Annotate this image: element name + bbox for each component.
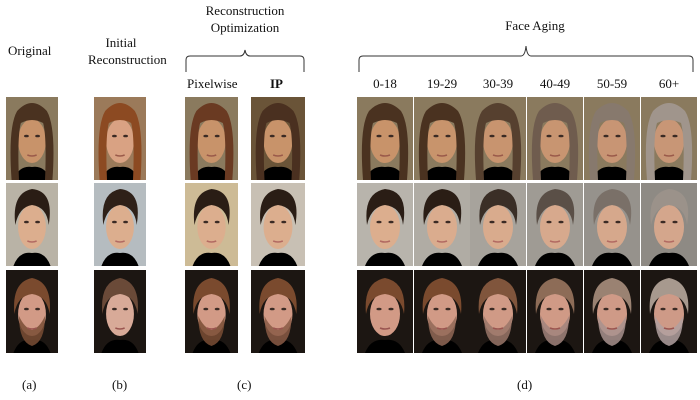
header-line: Reconstruction (205, 3, 285, 18)
face-image-young-man-dark-hair-pix (185, 183, 238, 266)
face-image-young-man-dark-hair-age-0-18 (357, 183, 413, 266)
face-image-bearded-man-red-hair-age-40-49 (527, 270, 583, 353)
face-image-young-man-dark-hair-ip (251, 183, 305, 266)
face-image-young-man-dark-hair-age-50-59 (584, 183, 640, 266)
face-image-bearded-man-red-hair-age-30-39 (470, 270, 526, 353)
brace-reconstruction-optimization (185, 49, 305, 72)
face-image-woman-long-brown-hair-age-40-49 (527, 97, 583, 180)
face-image-young-man-dark-hair-init (94, 183, 146, 266)
face-image-bearded-man-red-hair-init (94, 270, 146, 353)
header-line: Reconstruction (88, 52, 167, 67)
header-age-group: 60+ (658, 76, 680, 91)
panel-label-b: (b) (112, 377, 128, 392)
face-image-woman-long-brown-hair-age-19-29 (414, 97, 470, 180)
face-image-woman-long-brown-hair-orig (6, 97, 58, 180)
face-image-woman-long-brown-hair-age-30-39 (470, 97, 526, 180)
face-image-bearded-man-red-hair-age-19-29 (414, 270, 470, 353)
header-age-group: 40-49 (539, 76, 571, 91)
brace-face-aging (358, 45, 694, 72)
panel-label-a: (a) (22, 377, 37, 392)
header-age-group: 30-39 (482, 76, 514, 91)
header-reconstruction-optimization: Reconstruction Optimization (205, 2, 285, 36)
face-image-bearded-man-red-hair-age-50-59 (584, 270, 640, 353)
face-image-young-man-dark-hair-age-60+ (641, 183, 697, 266)
face-image-young-man-dark-hair-age-30-39 (470, 183, 526, 266)
header-age-group: 0-18 (373, 76, 397, 91)
face-image-bearded-man-red-hair-age-60+ (641, 270, 697, 353)
face-image-young-man-dark-hair-age-19-29 (414, 183, 470, 266)
header-line: Initial (105, 35, 137, 50)
panel-label-c: (c) (237, 377, 252, 392)
header-pixelwise: Pixelwise (187, 76, 238, 91)
face-image-young-man-dark-hair-age-40-49 (527, 183, 583, 266)
header-original: Original (8, 43, 52, 58)
face-image-bearded-man-red-hair-pix (185, 270, 238, 353)
face-image-bearded-man-red-hair-ip (251, 270, 305, 353)
header-face-aging: Face Aging (505, 18, 565, 33)
face-image-young-man-dark-hair-orig (6, 183, 58, 266)
face-image-woman-long-brown-hair-init (94, 97, 146, 180)
face-image-bearded-man-red-hair-orig (6, 270, 58, 353)
face-image-woman-long-brown-hair-age-0-18 (357, 97, 413, 180)
header-ip: IP (270, 76, 283, 91)
face-image-woman-long-brown-hair-pix (185, 97, 238, 180)
header-line: Optimization (210, 20, 280, 35)
header-initial-reconstruction: Initial Reconstruction (88, 34, 167, 68)
header-age-group: 50-59 (596, 76, 628, 91)
face-image-woman-long-brown-hair-age-50-59 (584, 97, 640, 180)
header-age-group: 19-29 (426, 76, 458, 91)
face-image-woman-long-brown-hair-ip (251, 97, 305, 180)
face-image-woman-long-brown-hair-age-60+ (641, 97, 697, 180)
face-image-bearded-man-red-hair-age-0-18 (357, 270, 413, 353)
panel-label-d: (d) (517, 377, 533, 392)
